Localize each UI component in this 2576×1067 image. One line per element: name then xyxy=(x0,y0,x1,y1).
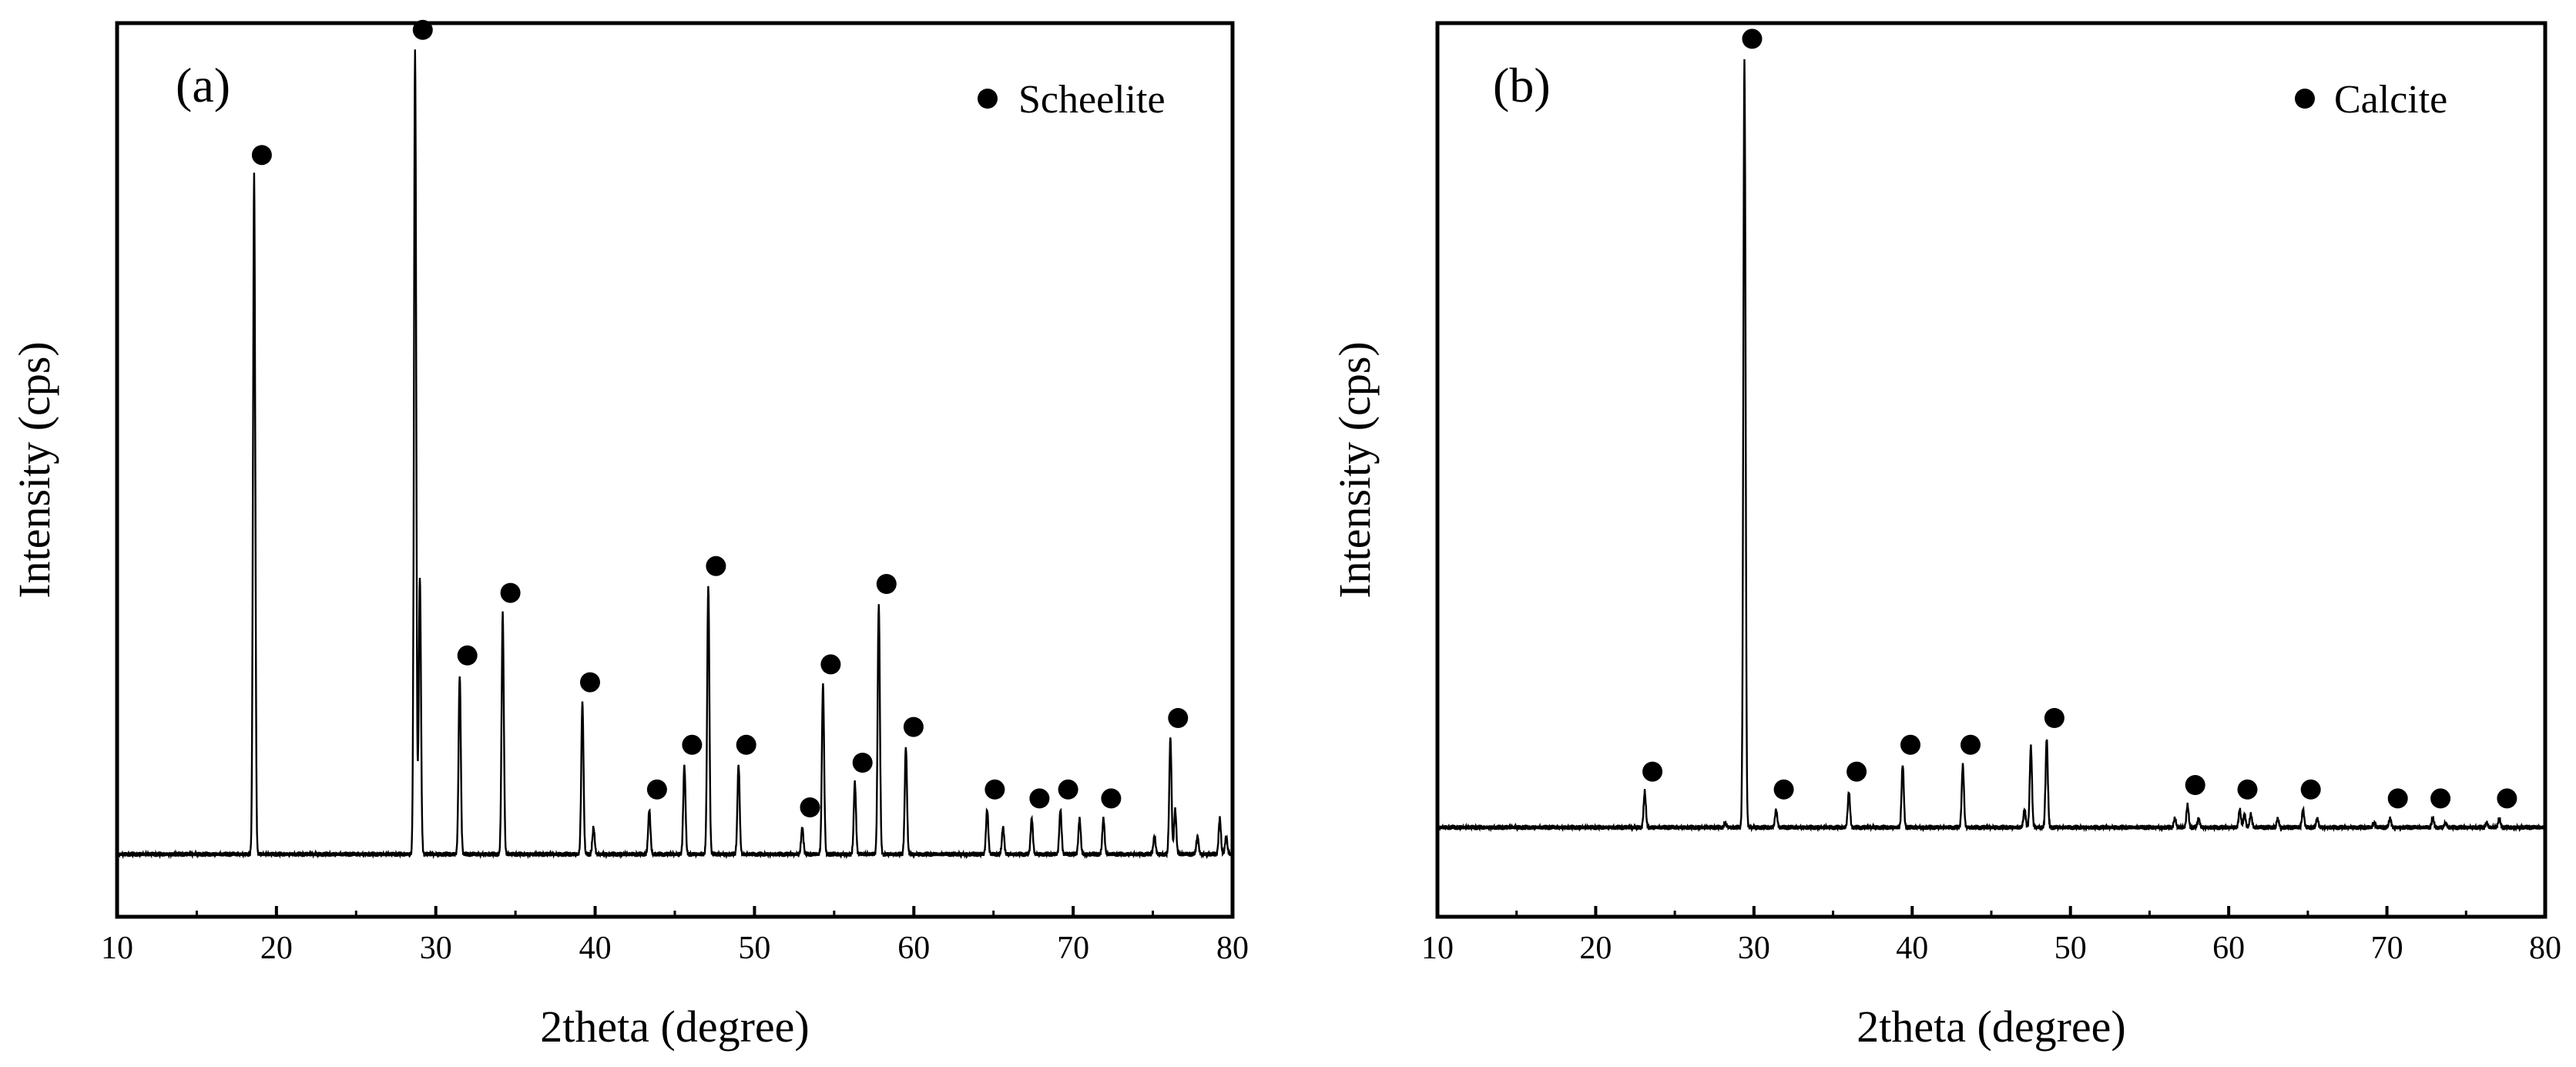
panel-a-x-axis-ticks: 10 20 30 40 50 60 70 80 xyxy=(101,906,1249,966)
panel-a-x-tick-label-60: 60 xyxy=(897,931,930,966)
panel-a-label: (a) xyxy=(176,58,230,112)
panel-b-x-tick-label-60: 60 xyxy=(2212,931,2245,966)
panel-b-peak-marker-5 xyxy=(1900,734,1920,755)
panel-b-x-tick-label-30: 30 xyxy=(1738,931,1770,966)
panel-a-peak-marker-14 xyxy=(876,574,897,594)
panel-a-x-tick-label-40: 40 xyxy=(579,931,612,966)
panel-b-x-axis-ticks: 10 20 30 40 50 60 70 80 xyxy=(1421,906,2561,966)
panel-a-peak-marker-4 xyxy=(500,582,521,603)
panel-a-peak-marker-21 xyxy=(1101,788,1122,809)
panel-b-peak-marker-24 xyxy=(2497,788,2517,809)
panel-a-x-tick-label-50: 50 xyxy=(738,931,770,966)
panel-a-x-tick-label-80: 80 xyxy=(1216,931,1249,966)
panel-a-x-tick-label-10: 10 xyxy=(101,931,133,966)
panel-a-legend-marker xyxy=(978,89,998,109)
panel-a-x-tick-label-30: 30 xyxy=(420,931,452,966)
panel-b-peak-markers xyxy=(1642,29,2517,809)
panel-a-peak-marker-12 xyxy=(820,654,841,675)
panel-a-peak-marker-23 xyxy=(1168,708,1189,728)
panel-b-peak-marker-20 xyxy=(2387,788,2408,809)
panel-a-peak-marker-11 xyxy=(800,797,820,817)
panel-a-peak-marker-9 xyxy=(706,555,726,576)
panel-a-peak-marker-8 xyxy=(682,734,703,755)
panel-b-peak-marker-2 xyxy=(1742,29,1763,49)
panel-b-peak-marker-6 xyxy=(1961,734,1981,755)
panel-b-label: (b) xyxy=(1493,58,1551,112)
panel-b-frame xyxy=(1435,21,2547,919)
panel-a-peak-marker-13 xyxy=(852,753,873,773)
panel-b-peak-marker-13 xyxy=(2237,779,2258,800)
panel-a-x-tick-label-70: 70 xyxy=(1057,931,1089,966)
panel-b-x-axis-label: 2theta (degree) xyxy=(1857,1002,2125,1052)
panel-a-peak-markers xyxy=(251,19,1189,817)
panel-b-x-tick-label-40: 40 xyxy=(1896,931,1928,966)
panel-b-y-axis-label: Intensity (cps) xyxy=(1330,341,1380,598)
panel-b-peak-marker-11 xyxy=(2185,775,2205,795)
panel-a-x-tick-label-20: 20 xyxy=(260,931,293,966)
panel-b-peak-marker-4 xyxy=(1846,761,1867,782)
panel-b-x-tick-label-80: 80 xyxy=(2529,931,2561,966)
panel-b-peak-marker-0 xyxy=(1642,761,1663,782)
panel-a-xrd-trace xyxy=(116,49,1233,860)
panel-b-x-tick-label-20: 20 xyxy=(1579,931,1612,966)
panel-a-peak-marker-18 xyxy=(1029,788,1050,809)
panel-b-x-tick-label-50: 50 xyxy=(2054,931,2087,966)
panel-a-peak-marker-7 xyxy=(646,779,667,800)
panel-a-peak-marker-5 xyxy=(580,672,600,693)
panel-a-y-axis-label: Intensity (cps) xyxy=(9,341,59,598)
panel-b-xrd-trace xyxy=(1436,59,2546,833)
panel-a-peak-marker-0 xyxy=(251,145,272,166)
panel-a-x-axis-label: 2theta (degree) xyxy=(540,1002,809,1052)
panel-a-peak-marker-10 xyxy=(736,734,756,755)
panel-a-scheelite: 10 20 30 40 50 60 70 80 (a) Scheelite 2theta (d… xyxy=(9,19,1249,1052)
panel-a-peak-marker-3 xyxy=(457,645,478,666)
panel-b-calcite: 10 20 30 40 50 60 70 80 (b) Calcite 2theta (deg… xyxy=(1330,21,2561,1052)
panel-b-legend-marker xyxy=(2295,89,2315,109)
panel-b-peak-marker-17 xyxy=(2300,779,2321,800)
panel-a-peak-marker-15 xyxy=(903,716,924,737)
panel-b-x-tick-label-10: 10 xyxy=(1421,931,1454,966)
panel-b-peak-marker-3 xyxy=(1773,779,1794,800)
panel-a-peak-marker-16 xyxy=(984,779,1005,800)
panel-b-x-tick-label-70: 70 xyxy=(2371,931,2403,966)
panel-b-legend-label: Calcite xyxy=(2334,78,2447,122)
panel-b-peak-marker-21 xyxy=(2430,788,2451,809)
panel-a-legend-label: Scheelite xyxy=(1018,78,1166,122)
panel-a-peak-marker-19 xyxy=(1058,779,1078,800)
panel-b-peak-marker-9 xyxy=(2044,708,2064,728)
